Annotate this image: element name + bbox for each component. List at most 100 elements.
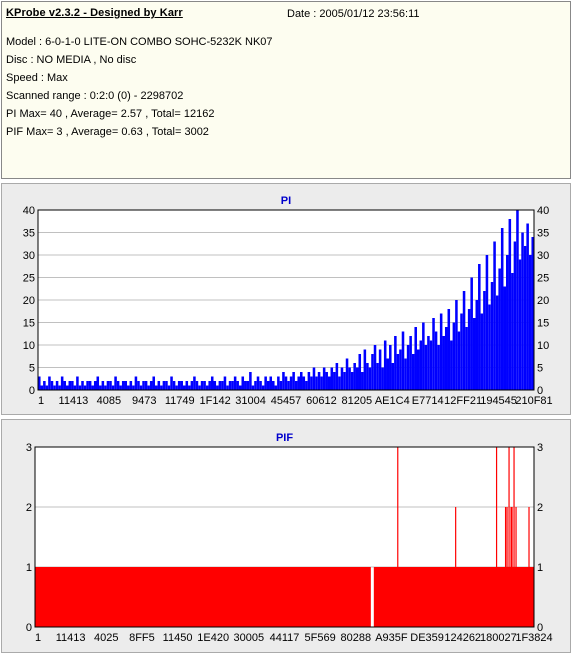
pi-bar <box>401 331 405 390</box>
pi-bar <box>434 331 438 390</box>
x-tick-label: 8FF5 <box>129 632 155 644</box>
y-tick-label: 30 <box>23 250 35 262</box>
pi-bar <box>60 376 64 390</box>
pi-bar <box>190 381 194 390</box>
pi-bar <box>160 385 163 390</box>
pi-bar <box>170 376 173 390</box>
pi-bar <box>465 327 468 390</box>
pi-bar <box>462 291 466 390</box>
pi-bar <box>180 381 183 390</box>
pi-bar <box>142 381 145 390</box>
pi-bar <box>152 376 155 390</box>
x-tick-label: 1 <box>38 395 44 407</box>
x-tick-label: 1F142 <box>200 395 231 407</box>
pi-bar <box>294 381 298 390</box>
y-tick-label: 3 <box>26 442 32 454</box>
pi-bar <box>516 210 519 390</box>
x-tick-label: AE1C4 <box>375 395 410 407</box>
pi-bar <box>409 336 412 390</box>
pi-bar <box>414 327 417 390</box>
y-tick-label: 15 <box>23 318 35 330</box>
pi-bar <box>353 363 356 390</box>
disc-line: Disc : NO MEDIA , No disc <box>6 54 137 66</box>
pi-bar <box>531 237 534 390</box>
pi-bar <box>76 376 79 390</box>
pi-bar <box>376 363 379 390</box>
pi-bar <box>335 363 339 390</box>
pi-stats-line: PI Max= 40 , Average= 2.57 , Total= 1216… <box>6 108 215 120</box>
pi-bar <box>363 349 367 390</box>
pi-bar <box>99 385 102 390</box>
pi-bar <box>371 354 374 390</box>
pi-bar <box>226 385 229 390</box>
pi-bar <box>177 381 181 390</box>
pi-bar <box>391 363 395 390</box>
pi-bar <box>45 385 49 390</box>
y-tick-label: 1 <box>26 562 32 574</box>
pi-bar <box>381 367 384 390</box>
pi-bar <box>284 376 288 390</box>
pi-bar <box>244 381 247 390</box>
pi-bar <box>333 372 336 390</box>
pi-bar <box>444 327 448 390</box>
y-tick-label: 40 <box>537 205 549 217</box>
y-tick-label: 0 <box>26 622 32 634</box>
pi-bar <box>73 385 77 390</box>
pi-bar <box>78 385 82 390</box>
pi-bar <box>137 381 140 390</box>
pi-chart: PI 0 0 5 5 10 10 15 15 20 20 25 25 30 30 35 35 40 40 1 11413… <box>23 195 553 407</box>
pi-bar <box>147 385 150 390</box>
pi-bar <box>305 381 308 390</box>
x-tick-label: 210F81 <box>515 395 552 407</box>
pi-bar <box>50 381 54 390</box>
pi-bar <box>483 291 486 390</box>
pi-bar <box>330 367 334 390</box>
x-tick-label: 11450 <box>163 632 193 644</box>
pi-bar <box>361 372 364 390</box>
pi-bar <box>195 381 199 390</box>
pi-bar <box>109 381 112 390</box>
pi-bar <box>200 381 204 390</box>
pi-bar <box>506 255 509 390</box>
pi-bar <box>302 376 306 390</box>
pi-bar <box>279 381 283 390</box>
pi-bar <box>427 336 430 390</box>
pi-bar <box>40 385 44 390</box>
pi-bar <box>485 255 489 390</box>
pi-bar <box>452 322 456 390</box>
pi-bar <box>429 340 433 390</box>
x-tick-label: 60612 <box>306 395 337 407</box>
pi-bar <box>223 376 227 390</box>
pi-bar <box>416 349 420 390</box>
pi-bar <box>68 381 72 390</box>
pi-bar <box>132 385 135 390</box>
pi-bar <box>350 372 354 390</box>
pi-bar <box>503 286 507 390</box>
chart-title: PI <box>281 195 291 207</box>
pi-bar <box>442 336 445 390</box>
pi-bar <box>216 385 219 390</box>
pi-bar <box>149 381 153 390</box>
x-tick-label: 11749 <box>165 395 195 407</box>
y-tick-label: 25 <box>537 273 549 285</box>
pi-bar <box>439 313 443 390</box>
x-tick-label: 4085 <box>97 395 121 407</box>
pi-bar <box>287 381 290 390</box>
x-tick-label: 31004 <box>235 395 266 407</box>
pi-bar <box>277 376 280 390</box>
pi-bar <box>213 381 217 390</box>
pi-bar <box>71 381 74 390</box>
pi-bar <box>48 376 51 390</box>
pi-bar <box>241 376 245 390</box>
pi-bar <box>297 376 300 390</box>
pi-bar <box>317 372 321 390</box>
pi-bar <box>320 376 323 390</box>
x-tick-label: 1 <box>35 632 41 644</box>
pi-bar <box>157 381 161 390</box>
pi-bar <box>167 385 171 390</box>
pi-bar <box>521 232 524 390</box>
speed-line: Speed : Max <box>6 72 68 84</box>
pi-bar <box>246 381 250 390</box>
pi-bar <box>383 340 387 390</box>
pi-bar <box>91 385 94 390</box>
